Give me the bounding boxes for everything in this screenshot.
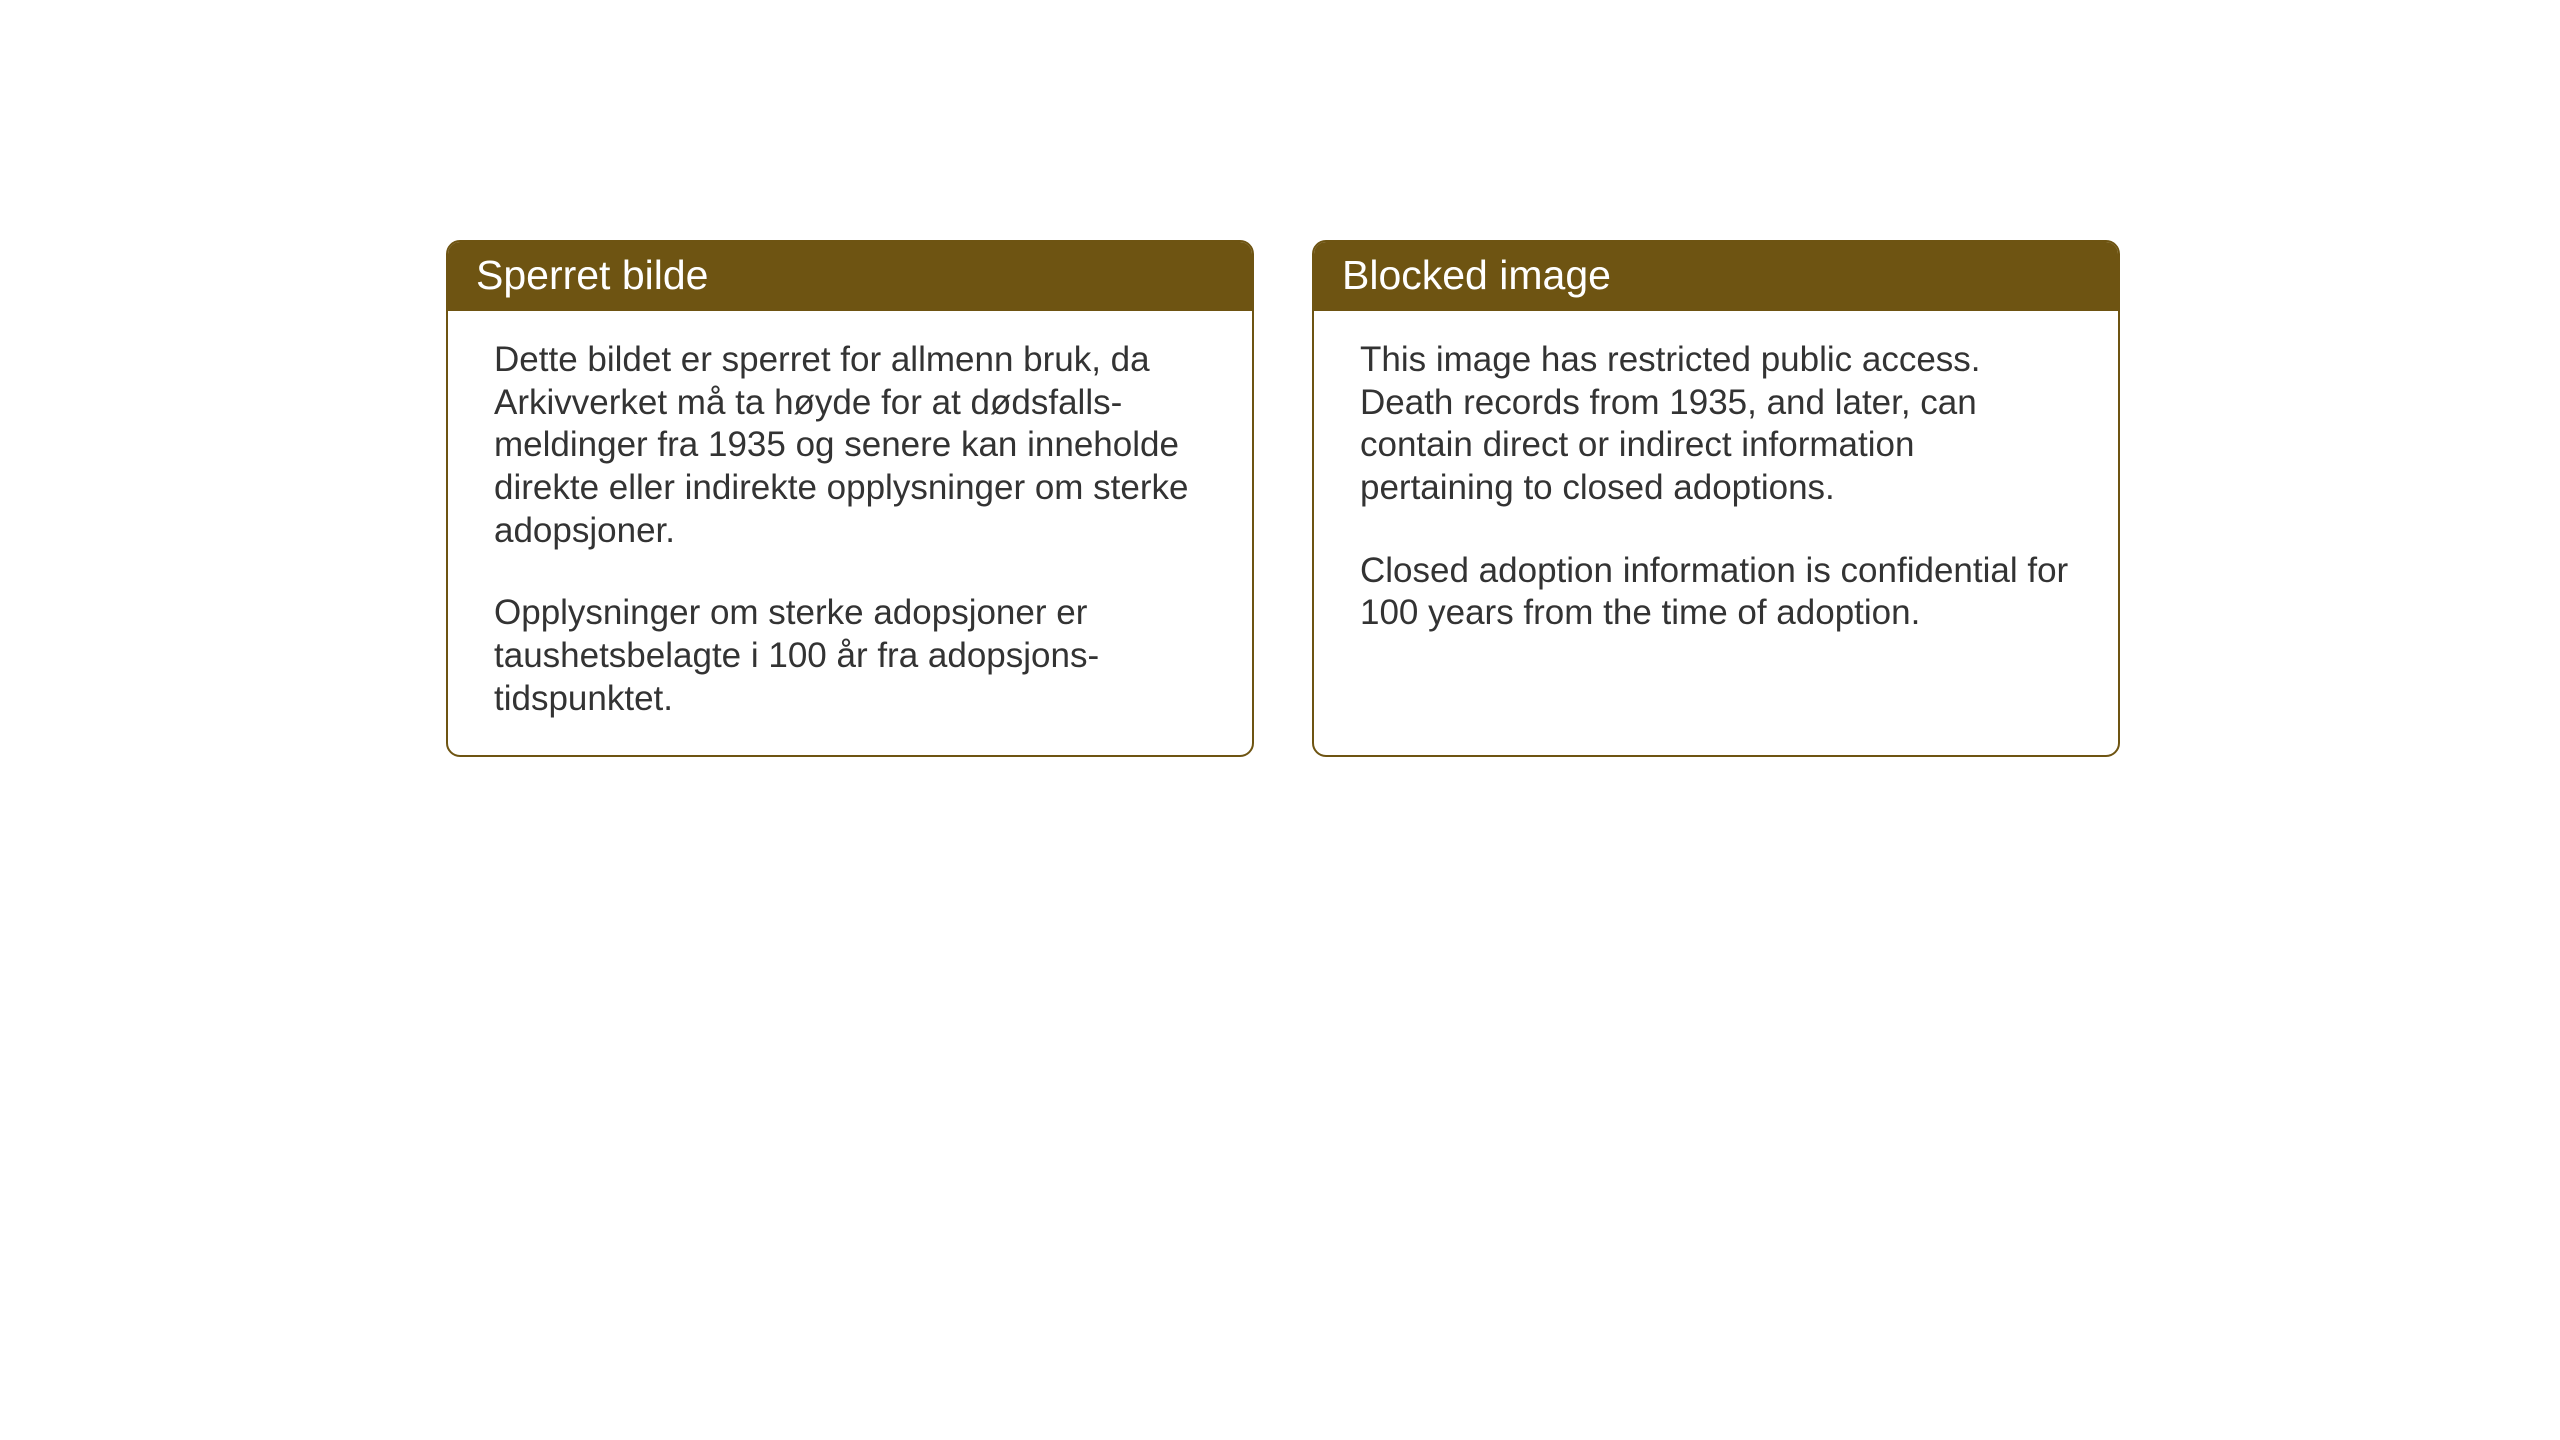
notice-cards-container: Sperret bilde Dette bildet er sperret fo… [446, 240, 2120, 757]
paragraph-norwegian-2: Opplysninger om sterke adopsjoner er tau… [494, 592, 1206, 720]
paragraph-english-2: Closed adoption information is confident… [1360, 550, 2072, 635]
card-title-norwegian: Sperret bilde [476, 252, 708, 298]
paragraph-english-1: This image has restricted public access.… [1360, 339, 2072, 510]
card-title-english: Blocked image [1342, 252, 1611, 298]
paragraph-norwegian-1: Dette bildet er sperret for allmenn bruk… [494, 339, 1206, 552]
notice-card-english: Blocked image This image has restricted … [1312, 240, 2120, 757]
notice-card-norwegian: Sperret bilde Dette bildet er sperret fo… [446, 240, 1254, 757]
card-body-english: This image has restricted public access.… [1314, 311, 2118, 669]
card-body-norwegian: Dette bildet er sperret for allmenn bruk… [448, 311, 1252, 755]
card-header-norwegian: Sperret bilde [448, 242, 1252, 311]
card-header-english: Blocked image [1314, 242, 2118, 311]
